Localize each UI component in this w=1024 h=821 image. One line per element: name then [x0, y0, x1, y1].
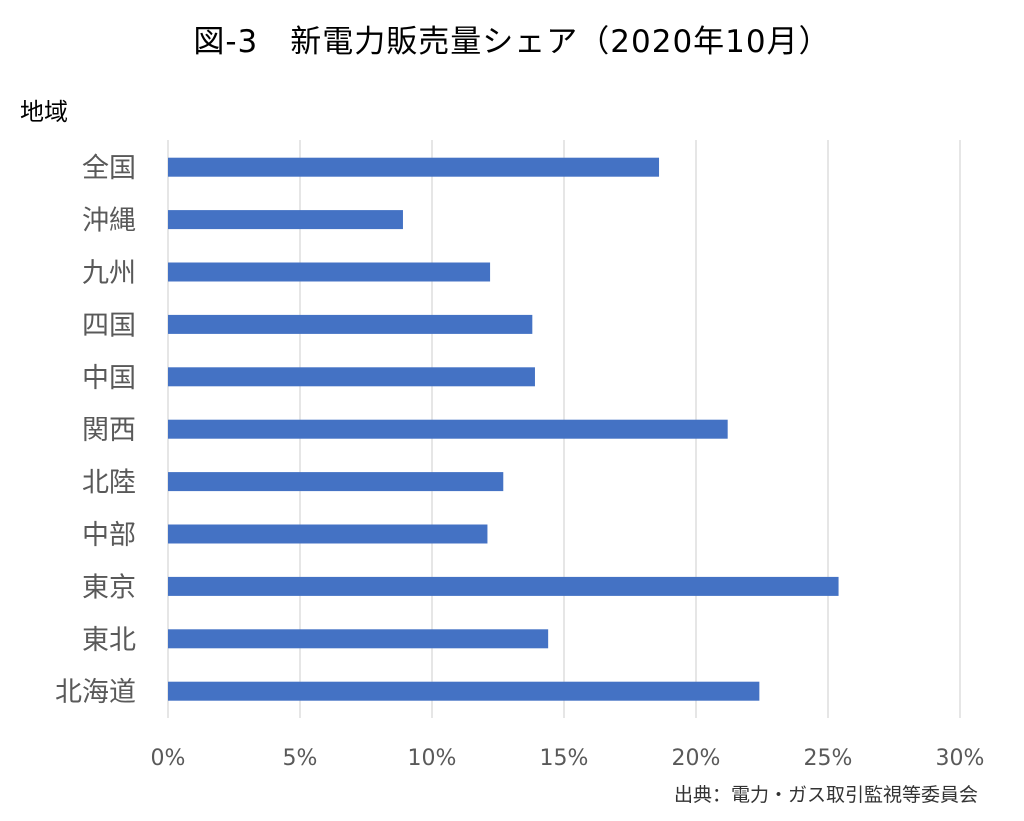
bar — [168, 419, 728, 439]
bar — [168, 472, 504, 492]
bar — [168, 681, 760, 701]
x-tick-labels: 0% 5% 10% 15% 20% 25% 30% — [151, 746, 985, 771]
category-label: 東京 — [82, 572, 136, 603]
x-tick-label: 0% — [151, 746, 186, 771]
x-tick-label: 5% — [283, 746, 318, 771]
category-label: 四国 — [82, 310, 136, 341]
x-tick-label: 10% — [408, 746, 457, 771]
x-tick-label: 30% — [936, 746, 985, 771]
bar — [168, 210, 403, 230]
bars — [168, 157, 839, 701]
bar — [168, 629, 549, 649]
bar — [168, 524, 488, 544]
category-label: 沖縄 — [82, 206, 136, 237]
category-label: 中国 — [82, 363, 136, 394]
category-label: 全国 — [82, 153, 136, 184]
category-label: 北陸 — [82, 468, 136, 499]
bar — [168, 157, 660, 177]
category-label: 北海道 — [55, 677, 136, 708]
chart-title: 図-3 新電力販売量シェア（2020年10月） — [193, 24, 831, 60]
bar — [168, 262, 491, 282]
category-label: 九州 — [82, 258, 136, 289]
source-note: 出典：電力・ガス取引監視等委員会 — [673, 784, 978, 806]
category-label: 関西 — [82, 415, 136, 446]
x-tick-label: 15% — [540, 746, 589, 771]
bar — [168, 367, 535, 387]
category-label: 中部 — [82, 520, 136, 551]
y-axis-title: 地域 — [20, 98, 68, 126]
category-label: 東北 — [82, 625, 136, 656]
x-tick-label: 20% — [672, 746, 721, 771]
bar — [168, 576, 839, 596]
x-tick-label: 25% — [804, 746, 853, 771]
bar — [168, 314, 533, 334]
